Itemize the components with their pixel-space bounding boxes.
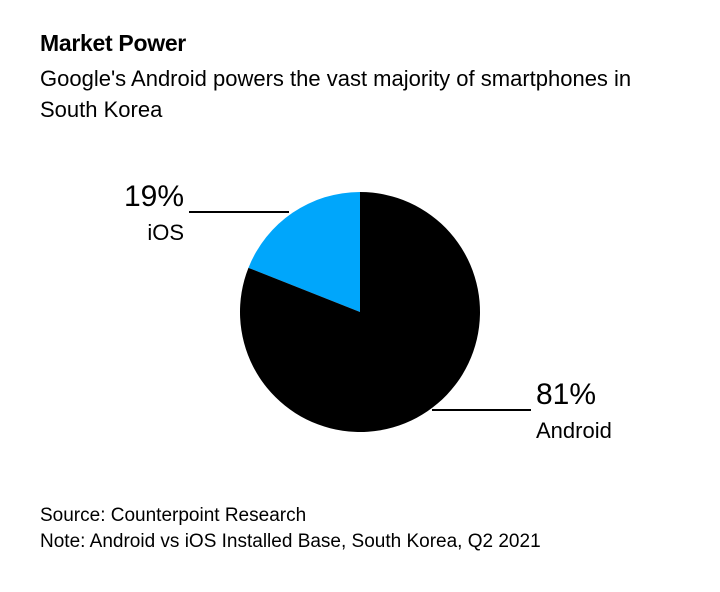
chart-subtitle: Google's Android powers the vast majorit… — [40, 66, 632, 122]
source-note: Source: Counterpoint Research — [40, 505, 307, 526]
data-label-ios-percent: 19% — [124, 180, 184, 213]
data-note: Note: Android vs iOS Installed Base, Sou… — [40, 531, 541, 552]
pie-slice-android — [240, 192, 480, 432]
chart-title: Market Power — [40, 30, 186, 56]
data-label-android-name: Android — [536, 418, 612, 443]
chart-footer: Source: Counterpoint Research Note: Andr… — [40, 503, 541, 555]
data-label-ios-name: iOS — [147, 220, 184, 245]
data-label-android-percent: 81% — [536, 378, 596, 411]
pie-slice-ios — [248, 192, 360, 312]
